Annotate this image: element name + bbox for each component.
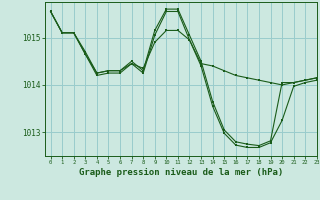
- X-axis label: Graphe pression niveau de la mer (hPa): Graphe pression niveau de la mer (hPa): [79, 168, 283, 177]
